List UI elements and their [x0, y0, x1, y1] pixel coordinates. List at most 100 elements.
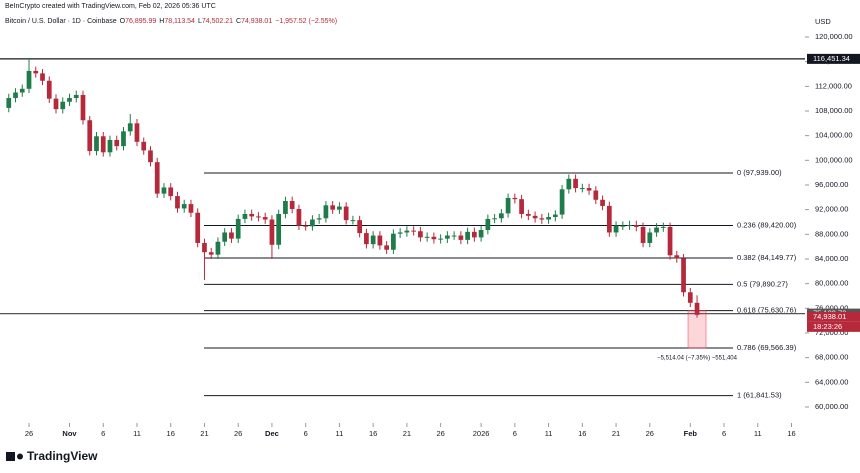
- x-tick-label: 26: [25, 429, 33, 438]
- candle-body: [26, 70, 32, 89]
- x-tick-label: 16: [787, 429, 795, 438]
- currency: USD: [815, 17, 831, 26]
- fib-label: 0.382 (84,149.77): [737, 253, 797, 262]
- candle-body: [519, 199, 524, 214]
- candle-body: [654, 227, 659, 233]
- h-key: H: [159, 18, 164, 25]
- candle-body: [532, 215, 538, 219]
- y-tick-label: 68,000.00: [815, 353, 848, 362]
- credit: BeInCrypto created with TradingView.com,…: [5, 3, 216, 10]
- candle-body: [391, 233, 396, 250]
- candle-body: [404, 230, 410, 233]
- candle-body: [485, 218, 491, 230]
- candle-body: [525, 213, 531, 216]
- candle-body: [600, 199, 605, 206]
- candle-body: [681, 258, 686, 293]
- candle-body: [107, 139, 113, 153]
- candle-body: [539, 218, 545, 220]
- x-tick-label: 11: [336, 429, 344, 438]
- fib-label: 0.786 (69,566.39): [737, 343, 797, 352]
- countdown-box: [807, 321, 860, 332]
- candle-body: [148, 150, 153, 163]
- o-key: O: [120, 18, 126, 25]
- brand-logo: [6, 452, 23, 461]
- candle-body: [100, 136, 106, 153]
- candle-body: [46, 80, 52, 99]
- y-tick-label: 120,000.00: [815, 32, 853, 41]
- h-val: 78,113.54: [164, 18, 195, 25]
- candle-body: [667, 226, 673, 256]
- x-tick-label: Nov: [62, 429, 77, 438]
- candle-body: [364, 233, 369, 245]
- candle-body: [640, 226, 646, 243]
- candle-body: [262, 217, 268, 220]
- y-tick-label: 84,000.00: [815, 254, 848, 263]
- fib-label: 0.236 (89,420.00): [737, 221, 797, 230]
- y-tick-label: 60,000.00: [815, 402, 848, 411]
- candle-body: [73, 94, 79, 99]
- candle-body: [202, 242, 207, 253]
- price-tag-box: [807, 53, 860, 64]
- candle-body: [195, 212, 201, 243]
- candle-body: [357, 220, 363, 234]
- candle-body: [310, 219, 315, 227]
- fib-label: 0 (97,939.00): [737, 168, 782, 177]
- change: −1,957.52 (−2.55%): [275, 18, 337, 25]
- candle-body: [249, 213, 255, 217]
- candle-body: [627, 225, 632, 227]
- candle-body: [418, 231, 423, 238]
- candle-body: [606, 205, 612, 233]
- candle-body: [114, 139, 120, 147]
- candle-body: [573, 178, 578, 189]
- price-tag: 116,451.34: [813, 54, 850, 63]
- candle-body: [492, 218, 497, 220]
- symbol-line: Bitcoin / U.S. Dollar · 1D · Coinbase O76…: [5, 18, 337, 25]
- candle-body: [505, 197, 511, 214]
- candle-body: [566, 178, 572, 190]
- candle-body: [451, 235, 457, 237]
- candle-body: [289, 201, 295, 210]
- y-tick-label: 112,000.00: [815, 81, 852, 90]
- candle-body: [256, 216, 261, 218]
- x-tick-label: 21: [200, 429, 208, 438]
- candle-body: [445, 235, 450, 239]
- candle-body: [235, 218, 241, 239]
- x-tick-label: 21: [403, 429, 411, 438]
- candle-body: [613, 225, 619, 233]
- x-tick-label: 16: [578, 429, 586, 438]
- y-tick-label: 108,000.00: [815, 106, 853, 115]
- candle-body: [323, 205, 329, 219]
- candle-body: [370, 235, 376, 245]
- candle-body: [593, 190, 599, 200]
- x-tick-label: 6: [722, 429, 726, 438]
- l-key: L: [198, 18, 202, 25]
- last-price: 74,938.01: [813, 312, 846, 321]
- candle-body: [431, 236, 437, 240]
- candle-body: [384, 245, 390, 250]
- candle-body: [40, 73, 45, 81]
- measure-label: −5,514.04 (−7.35%) −551,404: [657, 356, 738, 362]
- x-tick-label: 2026: [473, 429, 490, 438]
- candle-body: [53, 98, 59, 110]
- candle-body: [674, 255, 680, 259]
- candle-body: [269, 219, 275, 245]
- candle-body: [154, 162, 160, 194]
- candle-body: [188, 204, 194, 213]
- candle-body: [229, 232, 234, 239]
- last-price-box: [807, 311, 860, 322]
- x-tick-label: 21: [612, 429, 620, 438]
- y-tick-label: 100,000.00: [815, 155, 853, 164]
- candle-body: [296, 209, 302, 226]
- candle-body: [478, 229, 484, 238]
- y-tick-label: 96,000.00: [815, 180, 848, 189]
- candle-body: [620, 225, 626, 227]
- c-key: C: [236, 18, 241, 25]
- candle-body: [175, 196, 180, 209]
- y-tick-label: 104,000.00: [815, 131, 853, 140]
- fib-label: 1 (61,841.53): [737, 391, 782, 400]
- candle-body: [647, 232, 653, 243]
- fib-label: 0.618 (75,630.76): [737, 306, 797, 315]
- candle-body: [134, 123, 140, 142]
- candle-body: [316, 218, 322, 220]
